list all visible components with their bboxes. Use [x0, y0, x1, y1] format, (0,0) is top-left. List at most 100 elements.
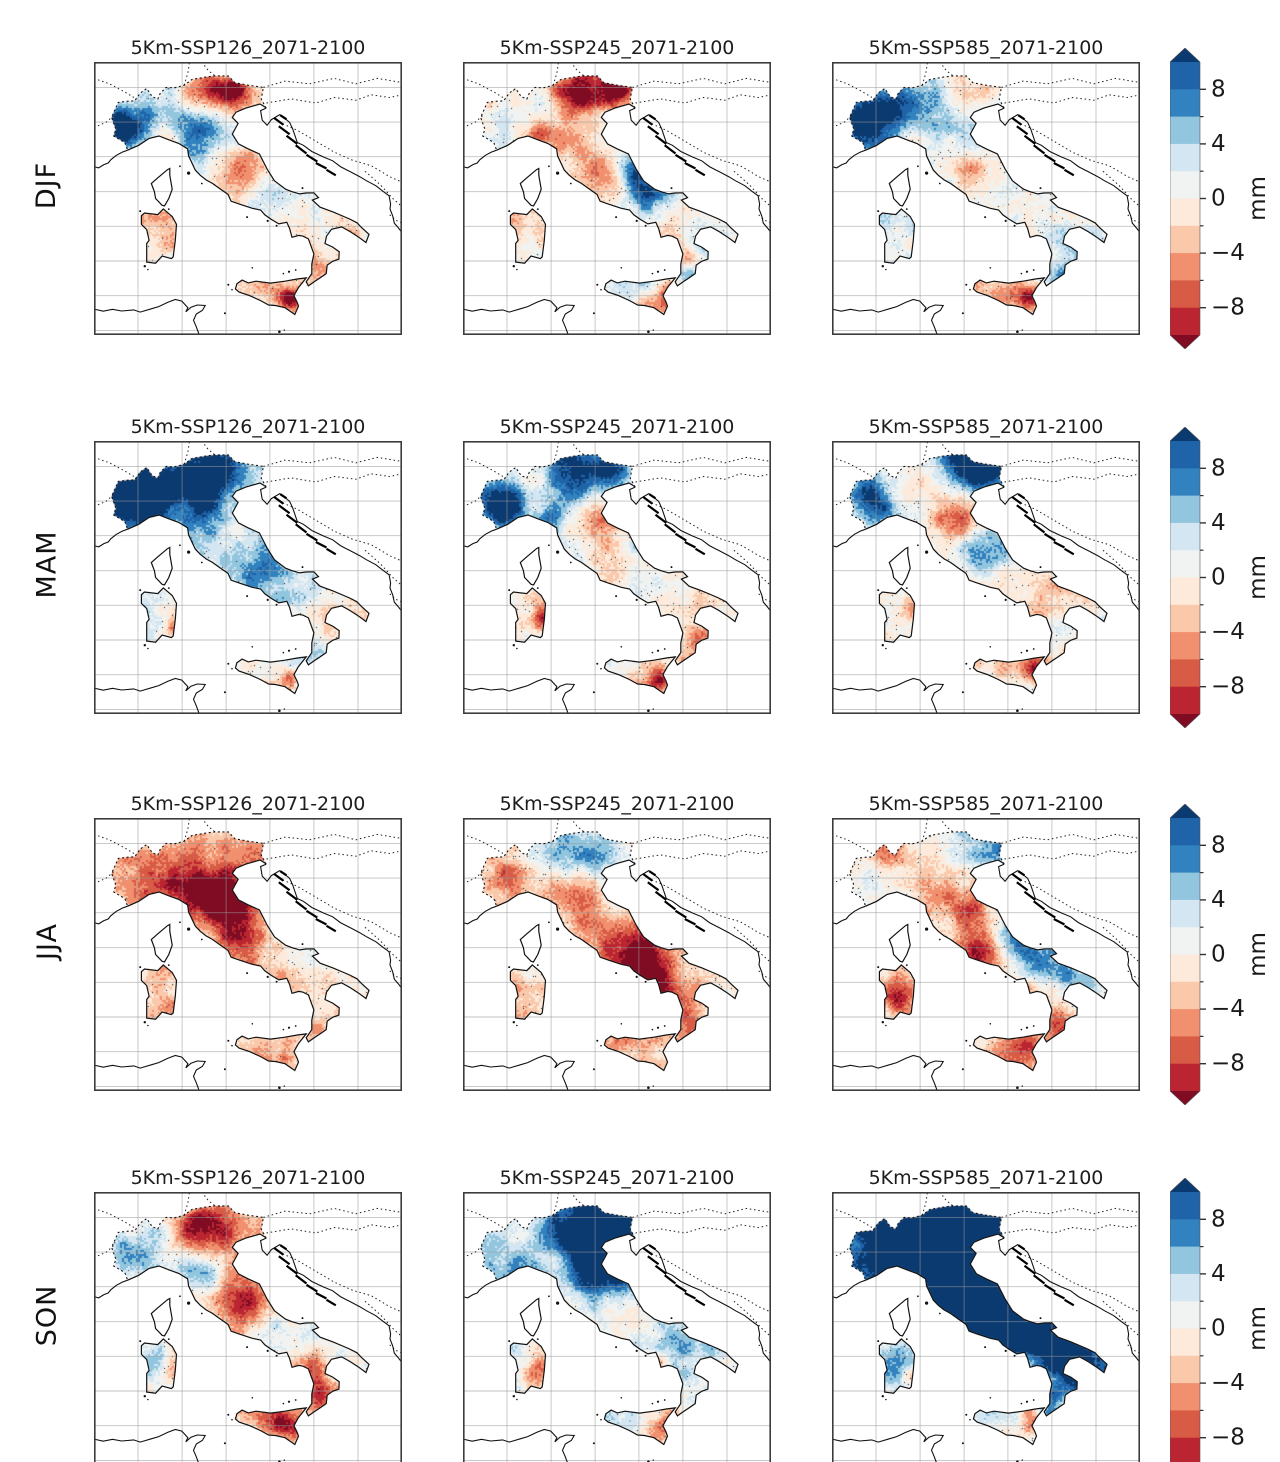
panel-title: 5Km-SSP585_2071-2100	[868, 37, 1104, 59]
small-island	[283, 708, 285, 710]
map-overlay	[832, 818, 1140, 1091]
colorbar-segment	[1170, 577, 1200, 606]
small-island	[989, 267, 992, 269]
small-island	[651, 1402, 654, 1405]
map-area	[94, 441, 402, 714]
country-border-dotted	[939, 441, 954, 456]
coastline-italy	[496, 103, 739, 287]
country-border-dotted	[1016, 500, 1140, 562]
colorbar-segment	[1170, 468, 1200, 497]
country-border-dotted	[632, 77, 771, 88]
country-border-dotted	[94, 833, 135, 854]
coastline-sardinia	[878, 587, 916, 643]
coastline-italy	[865, 103, 1108, 287]
croatian-island	[325, 1298, 337, 1307]
alpine-border-dotted	[849, 454, 1005, 530]
figure-row-jja: JJA 5Km-SSP126_2071-2100 5Km-SSP245_2071…	[0, 792, 1280, 1105]
croatian-island	[648, 1244, 657, 1251]
colorbar-segment	[1170, 550, 1200, 578]
colorbar-segment	[1170, 1355, 1200, 1384]
coastline-sardinia	[878, 208, 916, 264]
small-island	[596, 1039, 599, 1042]
small-island	[615, 216, 618, 219]
coastline-corsica	[888, 546, 911, 586]
country-border-dotted	[635, 1224, 771, 1234]
coastline-africa	[94, 1054, 207, 1091]
country-border-dotted	[832, 833, 873, 854]
croatian-island	[1017, 1244, 1026, 1251]
small-island	[301, 943, 304, 946]
small-island	[652, 1085, 654, 1087]
country-border-dotted	[263, 77, 402, 88]
small-island	[227, 283, 230, 286]
croatian-island	[654, 513, 667, 524]
colorbar-segment	[1170, 818, 1200, 846]
croatian-island	[684, 918, 697, 926]
map-area	[463, 1192, 771, 1462]
map-panel: 5Km-SSP585_2071-2100	[832, 36, 1140, 335]
country-border-dotted	[389, 214, 402, 224]
map-panel: 5Km-SSP585_2071-2100	[832, 792, 1140, 1091]
croatian-island	[694, 924, 706, 933]
map-area	[832, 441, 1140, 714]
colorbar-tick-label: −4	[1211, 619, 1245, 645]
croatian-island	[1011, 496, 1023, 505]
country-border-dotted	[463, 833, 504, 854]
colorbar: 8 4 0 −4 −8 mm	[1170, 48, 1280, 349]
map-panel: 5Km-SSP245_2071-2100	[463, 415, 771, 714]
small-island	[266, 598, 269, 601]
country-border-dotted	[463, 113, 485, 128]
country-border-dotted	[758, 593, 771, 603]
country-border-dotted	[463, 1207, 504, 1228]
croatian-island	[1033, 900, 1046, 911]
map-panel: 5Km-SSP126_2071-2100	[94, 36, 402, 335]
small-island	[989, 1023, 992, 1025]
croatian-island	[664, 1274, 677, 1285]
country-border-dotted	[1102, 549, 1140, 587]
small-island	[961, 1068, 964, 1071]
small-island	[656, 1026, 660, 1029]
small-island	[651, 651, 654, 654]
croatian-island	[1033, 144, 1046, 155]
croatian-island	[278, 125, 291, 136]
country-border-dotted	[1001, 1207, 1140, 1218]
small-island	[512, 644, 515, 647]
small-island	[147, 647, 149, 650]
small-island	[917, 165, 919, 168]
colorbar-tick-label: −8	[1211, 1051, 1245, 1077]
small-island	[569, 938, 572, 941]
coastline-corsica	[150, 923, 173, 963]
croatian-island	[285, 1264, 298, 1275]
croatian-island	[1016, 504, 1029, 515]
small-island	[556, 927, 560, 931]
country-border-dotted	[939, 818, 954, 833]
small-island	[266, 219, 269, 222]
small-island	[644, 980, 647, 983]
small-island	[917, 1295, 919, 1298]
small-island	[246, 972, 249, 975]
colorbar-segment	[1170, 89, 1200, 118]
small-island	[984, 216, 987, 219]
small-island	[223, 312, 226, 315]
coastline-sicily	[234, 1407, 308, 1446]
small-island	[231, 1418, 233, 1421]
small-island	[592, 691, 595, 694]
small-island	[187, 171, 191, 175]
colorbar-tick-label: 8	[1211, 76, 1226, 102]
small-island	[246, 595, 249, 598]
country-border-dotted	[1016, 1251, 1140, 1313]
small-island	[179, 165, 181, 168]
small-island	[556, 550, 560, 554]
map-frame	[832, 441, 1140, 714]
coastline-africa	[463, 1428, 576, 1462]
small-island	[187, 550, 191, 554]
colorbar-segment	[1170, 1246, 1200, 1275]
small-island	[200, 182, 203, 185]
row-label-djf: DJF	[0, 36, 94, 335]
croatian-island	[279, 114, 288, 121]
colorbar-svg: 8 4 0 −4 −8 mm	[1170, 804, 1271, 1105]
coastline-italy	[496, 482, 739, 666]
small-island	[301, 1317, 304, 1320]
country-border-dotted	[1102, 926, 1140, 964]
map-overlay	[94, 818, 402, 1091]
